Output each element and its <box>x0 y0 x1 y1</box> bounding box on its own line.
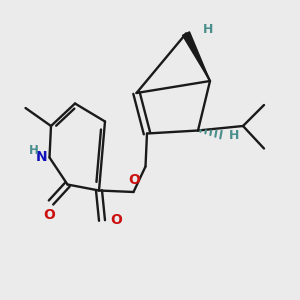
Text: O: O <box>128 172 140 187</box>
Polygon shape <box>182 32 210 81</box>
Text: H: H <box>229 128 239 142</box>
Text: O: O <box>110 214 122 227</box>
Text: H: H <box>202 22 213 36</box>
Text: O: O <box>44 208 56 222</box>
Text: H: H <box>29 143 39 157</box>
Text: N: N <box>35 150 47 164</box>
